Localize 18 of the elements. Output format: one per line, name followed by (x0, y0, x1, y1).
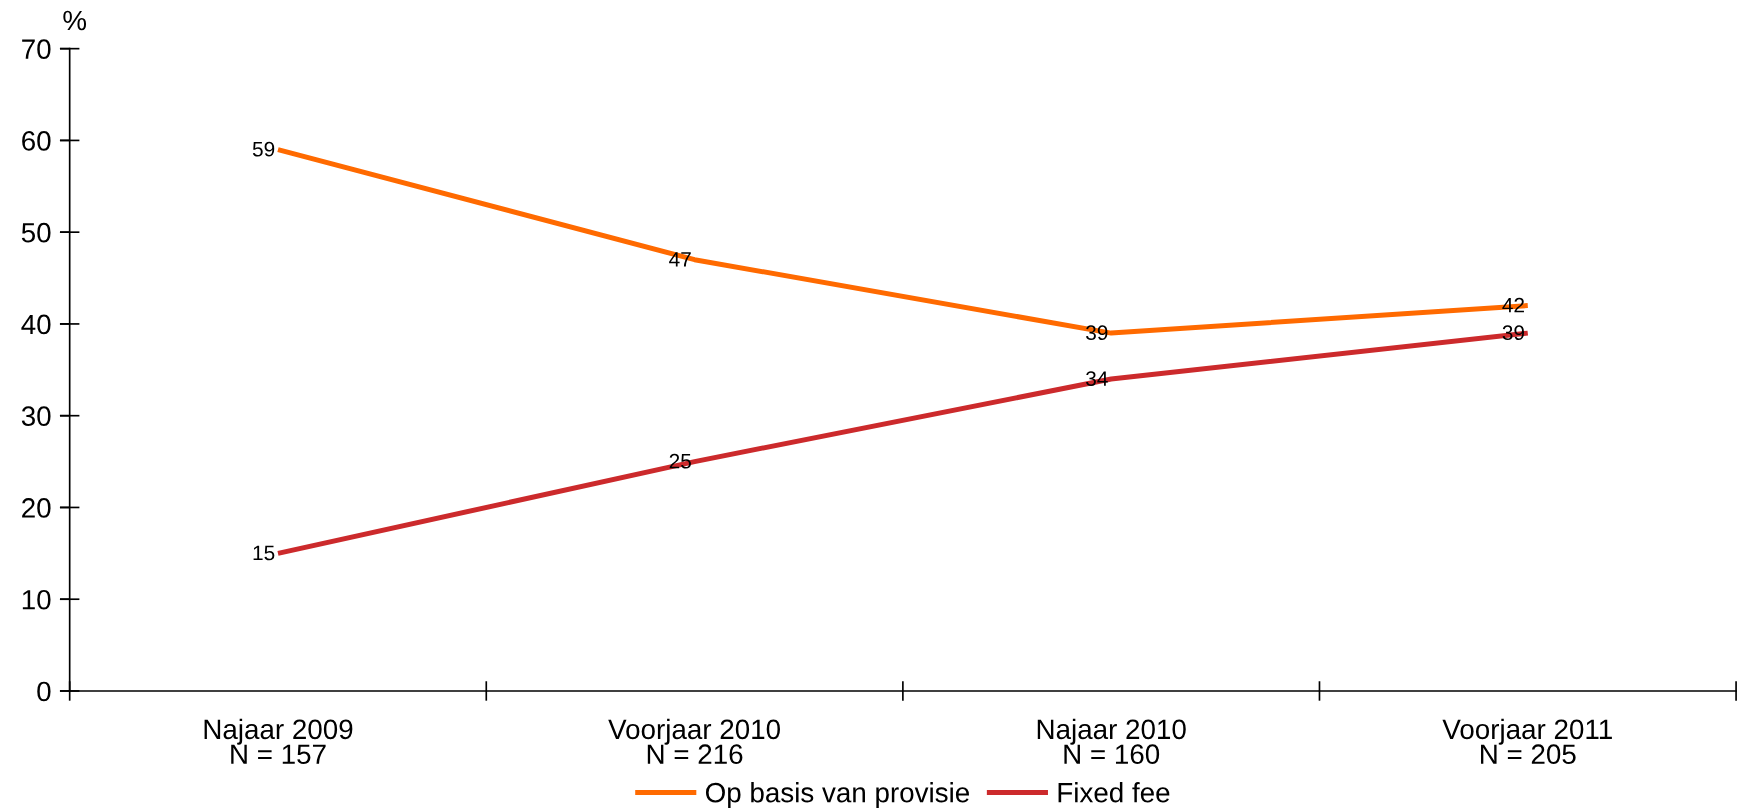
data-label: 15 (253, 545, 275, 561)
y-tick-label: 50 (21, 222, 51, 243)
y-tick-label: 30 (21, 406, 51, 427)
y-tick-label: 40 (21, 314, 51, 335)
legend-label: Fixed fee (1058, 782, 1170, 803)
legend-label: Op basis van provisie (705, 782, 969, 808)
y-tick-label: 0 (37, 681, 51, 702)
y-axis-title: % (63, 10, 87, 31)
x-tick-label: Voorjaar 2011 N = 205 (1442, 718, 1612, 765)
data-label: 59 (252, 141, 275, 157)
x-tick-label: Voorjaar 2010 N = 216 (608, 718, 780, 765)
y-tick-label: 10 (22, 589, 51, 610)
x-tick-label: Najaar 2009 N = 157 (204, 718, 353, 765)
x-tick-label: Najaar 2010 N = 160 (1037, 718, 1186, 765)
data-label: 39 (1086, 325, 1108, 341)
y-tick-label: 60 (22, 131, 51, 151)
y-tick-label: 20 (22, 498, 51, 518)
y-tick-label: 70 (22, 39, 51, 59)
